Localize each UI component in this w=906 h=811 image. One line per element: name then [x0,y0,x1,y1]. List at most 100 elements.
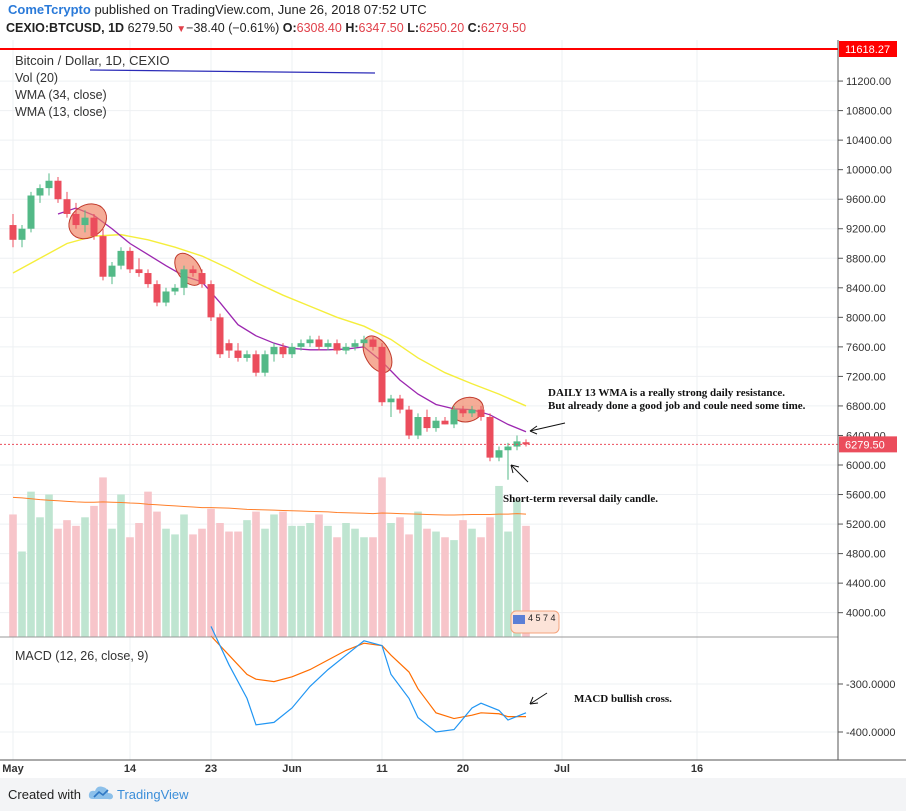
candle-body [27,195,35,229]
price-chart[interactable]: -300.0000 -400.0000 4000.00 4400.00 4800.00… [0,0,906,780]
time-tick-label: May [2,763,24,775]
candle-body [108,265,116,277]
candle-body [270,346,278,355]
volume-bar [315,514,323,637]
volume-bar [333,537,341,637]
volume-bar [504,531,512,637]
volume-bar [324,525,332,637]
volume-bar [225,531,233,637]
high-line-label: 11618.27 [845,44,890,56]
candle-body [450,409,458,425]
symbol-label: CEXIO:BTCUSD, 1D [6,21,125,35]
time-tick-label: 20 [457,763,469,775]
volume-bar [36,517,44,637]
macd-note-arrow [529,692,548,705]
volume-bar [189,534,197,637]
volume-bar [207,508,215,637]
volume-bar [477,537,485,637]
volume-bar [153,511,161,637]
candle-body [234,350,242,358]
price-tick-label: 9600.00 [846,194,886,206]
tradingview-cloud-icon[interactable] [88,784,114,802]
candle-body [459,409,467,414]
high-value: 6347.50 [358,21,404,35]
open-value: 6308.40 [296,21,342,35]
volume-bar [288,525,296,637]
tradingview-link[interactable]: TradingView [117,787,189,802]
price-tick-label: 6800.00 [846,401,886,413]
time-tick-label: 16 [691,763,703,775]
macd-tick-label: -400.0000 [846,727,896,739]
candle-body [423,417,431,429]
macd-tick-label: -300.0000 [846,679,896,691]
candle-body [45,180,53,189]
candle-body [9,225,17,240]
price-axis: 4000.00 4400.00 4800.00 5200.00 5600.00 6000.… [0,41,897,620]
macd-note: MACD bullish cross. [574,693,672,705]
candle-body [297,343,305,347]
volume-bar [468,528,476,637]
candle-body [432,420,440,429]
candle-body [207,284,215,318]
candle-body [54,180,62,200]
candle-body [117,250,125,266]
volume-bar [126,537,134,637]
candle-body [351,343,359,347]
price-change: −38.40 (−0.61%) [186,21,280,35]
legend-macd: MACD (12, 26, close, 9) [15,649,148,663]
candle-body [414,417,422,436]
wma-note-arrowhead [529,425,538,435]
candle-body [279,346,287,355]
price-tick-label: 8400.00 [846,283,886,295]
price-tick-label: 4000.00 [846,608,886,620]
created-with-label: Created with [8,787,81,802]
volume-bar [9,514,17,637]
candle-body [144,273,152,285]
macd-note-arrowhead [529,696,539,705]
volume-bars [9,477,530,637]
candle-body [252,354,260,373]
legend-vol: Vol (20) [15,71,58,85]
close-value: 6279.50 [480,21,527,35]
time-tick-label: 23 [205,763,217,775]
volume-bar [513,500,521,637]
candle-body [522,442,530,445]
candle-body [72,213,80,226]
volume-bar [234,531,242,637]
candle-body [405,409,413,436]
published-text: published on TradingView.com, June 26, 2… [94,2,427,17]
candle-body [63,199,71,214]
candle-body [36,188,44,196]
price-tick-label: 6000.00 [846,460,886,472]
volume-bar [198,528,206,637]
candle-body [387,398,395,403]
price-tick-label: 8800.00 [846,253,886,265]
price-tick-label: 7200.00 [846,371,886,383]
volume-bar [378,477,386,637]
volume-bar [486,517,494,637]
wma-note-line2: But already done a good job and coule ne… [548,400,806,412]
volume-bar [405,534,413,637]
price-tick-label: 7600.00 [846,342,886,354]
macd-line [210,626,527,733]
events-badge-text: 4 5 7 4 [528,613,556,623]
volume-bar [252,511,260,637]
volume-bar [450,540,458,637]
price-tick-label: 4400.00 [846,578,886,590]
legend-wma34: WMA (34, close) [15,88,107,102]
volume-bar [342,523,350,637]
grid-lines [0,40,838,760]
volume-bar [387,523,395,637]
candle-body [243,354,251,358]
candle-body [315,339,323,347]
publisher-name[interactable]: ComeTcrypto [8,2,91,17]
candle-body [477,409,485,418]
time-tick-label: Jul [554,763,570,775]
high-line-badge [839,41,897,57]
candle-body [378,346,386,403]
volume-bar [522,525,530,637]
volume-bar [441,537,449,637]
price-tick-label: 8000.00 [846,312,886,324]
last-price: 6279.50 [127,21,173,35]
volume-bar [99,477,107,637]
